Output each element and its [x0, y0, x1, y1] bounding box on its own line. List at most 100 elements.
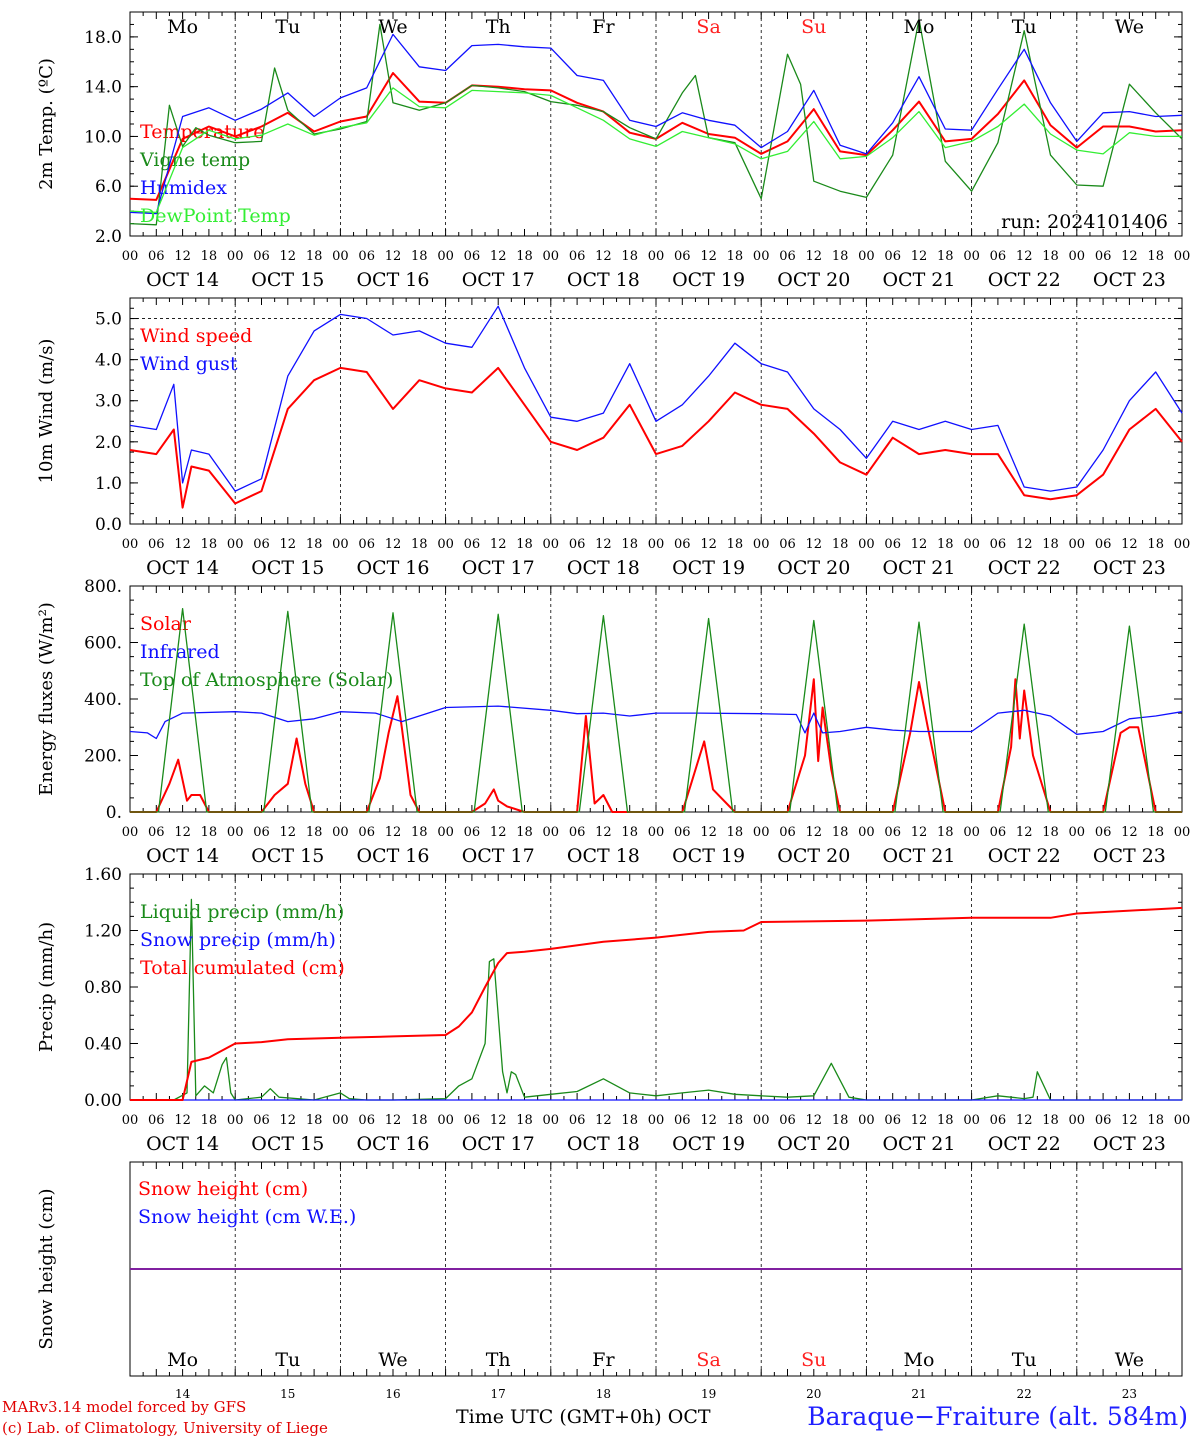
hour-tick-label: 00: [753, 537, 770, 552]
hour-tick-label: 00: [858, 537, 875, 552]
hour-tick-label: 00: [332, 1113, 349, 1128]
y-tick-label: 4.0: [95, 351, 122, 371]
day-label: OCT 16: [356, 1133, 429, 1155]
weekday-label: We: [1115, 16, 1144, 38]
hour-tick-label: 06: [569, 537, 586, 552]
chart-panel-3: 0. 200. 400. 600. 800. Energy fluxes (W/m²) So…: [36, 577, 1190, 867]
legend-entry: Vigne temp: [139, 149, 250, 171]
hour-tick-label: 18: [621, 537, 638, 552]
weekday-label: Fr: [592, 16, 615, 38]
y-axis-label: Precip (mm/h): [36, 922, 57, 1052]
y-tick-label: 1.0: [95, 474, 122, 494]
day-label: OCT 23: [1093, 557, 1166, 579]
hour-tick-label: 12: [700, 537, 717, 552]
hour-tick-label: 06: [569, 1113, 586, 1128]
hour-tick-label: 18: [201, 537, 218, 552]
day-label: OCT 16: [356, 269, 429, 291]
hour-tick-label: 18: [411, 537, 428, 552]
weekday-label: Mo: [904, 16, 935, 38]
day-label: OCT 15: [251, 269, 324, 291]
hour-tick-label: 06: [779, 825, 796, 840]
hour-tick-label: 06: [464, 249, 481, 264]
hour-tick-label: 12: [280, 1113, 297, 1128]
station-title: Baraque−Fraiture (alt. 584m): [807, 1402, 1188, 1431]
series-line-total-cumulated-cm-: [130, 906, 1183, 1101]
hour-tick-label: 00: [648, 825, 665, 840]
hour-tick-label: 18: [1042, 537, 1059, 552]
y-tick-label: 10.0: [84, 127, 122, 147]
model-credit: MARv3.14 model forced by GFS: [2, 1398, 247, 1416]
hour-tick-label: 06: [148, 825, 165, 840]
day-number-label: 15: [280, 1387, 295, 1401]
day-label: OCT 17: [462, 557, 535, 579]
day-label: OCT 16: [356, 557, 429, 579]
chart-panel-4: 0.00 0.40 0.80 1.20 1.60 Precip (mm/h) Liquid …: [36, 865, 1190, 1155]
hour-tick-label: 12: [385, 1113, 402, 1128]
hour-tick-label: 06: [674, 537, 691, 552]
hour-tick-label: 06: [1095, 537, 1112, 552]
hour-tick-label: 00: [543, 1113, 560, 1128]
hour-tick-label: 06: [358, 537, 375, 552]
series-line-top-of-atmosphere-solar-: [130, 607, 1182, 813]
hour-tick-label: 00: [1069, 537, 1086, 552]
day-label: OCT 18: [567, 845, 640, 867]
hour-tick-label: 18: [306, 249, 323, 264]
hour-tick-label: 12: [700, 249, 717, 264]
weekday-label: Su: [801, 1349, 826, 1371]
day-label: OCT 22: [988, 557, 1061, 579]
hour-tick-label: 06: [674, 825, 691, 840]
hour-tick-label: 12: [806, 249, 823, 264]
weekday-label: Th: [486, 16, 511, 38]
hour-tick-label: 00: [753, 249, 770, 264]
hour-tick-label: 18: [621, 1113, 638, 1128]
hour-tick-label: 12: [490, 249, 507, 264]
day-label: OCT 15: [251, 1133, 324, 1155]
day-label: OCT 14: [146, 1133, 219, 1155]
chart-panel-5: Snow height (cm) Snow height (cm) Snow hei…: [36, 1161, 1183, 1401]
day-label: OCT 14: [146, 269, 219, 291]
hour-tick-label: 12: [174, 1113, 191, 1128]
hour-tick-label: 18: [727, 249, 744, 264]
weekday-label: We: [378, 1349, 407, 1371]
y-tick-label: 18.0: [84, 28, 122, 48]
hour-tick-label: 12: [1121, 537, 1138, 552]
y-tick-label: 400.: [84, 690, 122, 710]
day-label: OCT 23: [1093, 845, 1166, 867]
y-tick-label: 1.20: [84, 922, 122, 942]
hour-tick-label: 06: [569, 825, 586, 840]
hour-tick-label: 12: [700, 825, 717, 840]
hour-tick-label: 18: [621, 825, 638, 840]
hour-tick-label: 00: [227, 537, 244, 552]
series-line-vigne-temp: [129, 18, 1183, 226]
y-tick-label: 1.60: [84, 865, 122, 885]
weekday-label: Mo: [167, 16, 198, 38]
hour-tick-label: 12: [1016, 825, 1033, 840]
hour-tick-label: 00: [543, 825, 560, 840]
day-label: OCT 21: [882, 845, 955, 867]
hour-tick-label: 18: [201, 1113, 218, 1128]
day-label: OCT 17: [462, 1133, 535, 1155]
day-label: OCT 15: [251, 845, 324, 867]
day-number-label: 14: [175, 1387, 191, 1401]
y-axis-label: 2m Temp. (ºC): [36, 58, 57, 190]
hour-tick-label: 00: [1174, 537, 1191, 552]
hour-tick-label: 12: [174, 825, 191, 840]
hour-tick-label: 18: [1042, 249, 1059, 264]
hour-tick-label: 00: [963, 825, 980, 840]
day-number-label: 19: [701, 1387, 716, 1401]
legend-entry: DewPoint Temp: [140, 205, 291, 227]
hour-tick-label: 12: [280, 537, 297, 552]
month-label: OCT: [667, 1406, 711, 1428]
hour-tick-label: 18: [516, 249, 533, 264]
day-label: OCT 21: [882, 269, 955, 291]
day-number-label: 23: [1122, 1387, 1137, 1401]
day-label: OCT 14: [146, 845, 219, 867]
weekday-label: Sa: [696, 16, 720, 38]
hour-tick-label: 18: [1147, 1113, 1164, 1128]
hour-tick-label: 12: [911, 537, 928, 552]
hour-tick-label: 06: [358, 825, 375, 840]
hour-tick-label: 00: [648, 249, 665, 264]
hour-tick-label: 06: [464, 825, 481, 840]
legend-entry: Top of Atmosphere (Solar): [140, 669, 393, 691]
